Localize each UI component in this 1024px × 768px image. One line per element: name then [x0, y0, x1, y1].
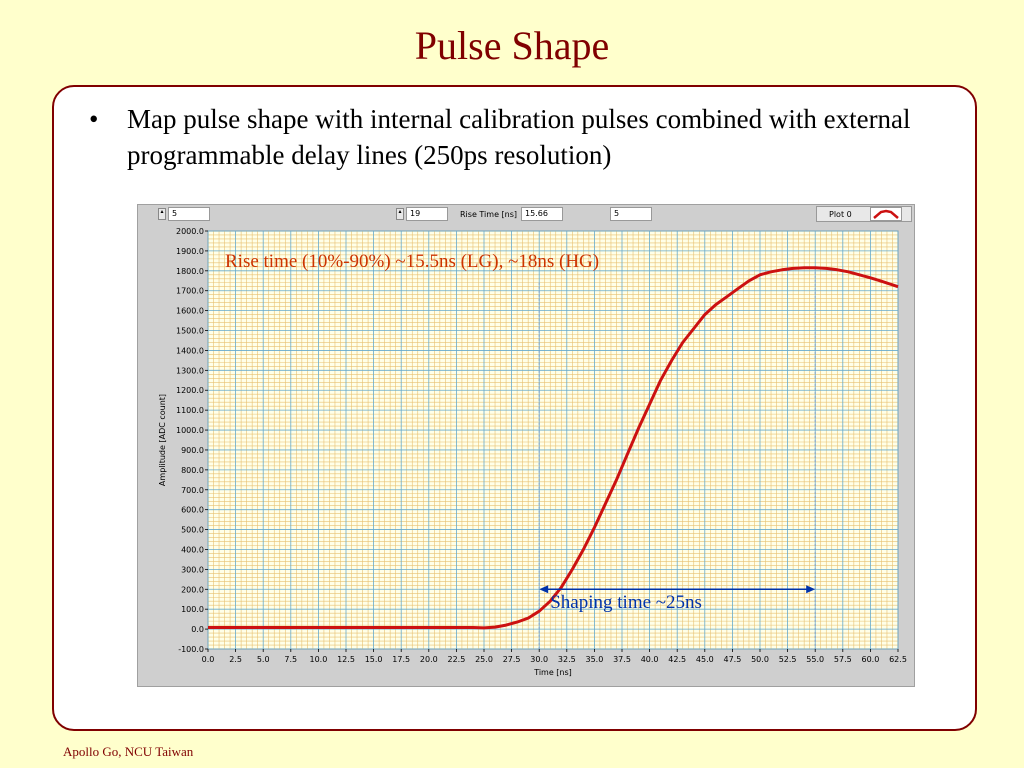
control-field-1[interactable]: ▴ 5: [158, 207, 210, 221]
series-line-pulse: [208, 266, 899, 630]
shaping-time-arrow: [539, 585, 816, 594]
bullet-icon: •: [89, 104, 99, 134]
x-tick-label: 20.0: [420, 655, 438, 664]
bullet-text: Map pulse shape with internal calibratio…: [127, 104, 911, 170]
y-tick-label: 1000.0: [176, 426, 204, 435]
y-tick-label: 1100.0: [176, 406, 204, 415]
x-axis-ticks: 0.0 2.5 5.0 7.5 10.0 12.5 15.0 17.5 20.0 22.5 25.0…: [202, 649, 907, 664]
x-tick-label: 30.0: [530, 655, 548, 664]
footer: Apollo Go, NCU Taiwan: [63, 744, 194, 759]
x-tick-label: 12.5: [337, 655, 355, 664]
y-tick-label: 1800.0: [176, 267, 204, 276]
field-1-value[interactable]: 5: [168, 207, 210, 221]
field-4-value[interactable]: 5: [610, 207, 652, 221]
x-tick-label: 45.0: [696, 655, 714, 664]
grid-minor: [208, 231, 898, 649]
rise-time-annotation: Rise time (10%-90%) ~15.5ns (LG), ~18ns …: [225, 251, 599, 272]
legend-swatch-icon: [869, 207, 902, 221]
y-tick-label: 200.0: [181, 585, 204, 594]
spinner-icon[interactable]: ▴: [396, 208, 404, 220]
x-tick-label: 32.5: [558, 655, 576, 664]
x-tick-label: 60.0: [861, 655, 879, 664]
y-axis-label: Amplitude [ADC count]: [158, 394, 167, 486]
shaping-time-annotation: Shaping time ~25ns: [550, 592, 702, 613]
x-tick-label: 50.0: [751, 655, 769, 664]
y-tick-label: 2000.0: [176, 227, 204, 236]
y-tick-label: 500.0: [181, 526, 204, 535]
x-tick-label: 62.5: [889, 655, 907, 664]
x-tick-label: 37.5: [613, 655, 631, 664]
slide-title: Pulse Shape: [414, 23, 610, 68]
x-tick-label: 7.5: [284, 655, 297, 664]
y-tick-label: 300.0: [181, 565, 204, 574]
arrow-head-right-icon: [806, 585, 816, 594]
y-tick-label: 400.0: [181, 545, 204, 554]
spinner-icon[interactable]: ▴: [158, 208, 166, 220]
x-tick-label: 40.0: [641, 655, 659, 664]
rise-time-label: Rise Time [ns]: [460, 209, 518, 219]
plot-area: [207, 230, 899, 650]
x-tick-label: 52.5: [779, 655, 797, 664]
chart-panel: ▴ 5 ▴ 19 Rise Time [ns] 15.66 5 Plot 0 2…: [137, 204, 915, 687]
field-2-value[interactable]: 19: [406, 207, 448, 221]
y-tick-label: 800.0: [181, 466, 204, 475]
y-tick-label: 900.0: [181, 446, 204, 455]
y-tick-label: 700.0: [181, 486, 204, 495]
y-tick-label: 1900.0: [176, 247, 204, 256]
x-tick-label: 17.5: [392, 655, 410, 664]
arrow-head-left-icon: [539, 585, 549, 594]
x-tick-label: 15.0: [365, 655, 383, 664]
plot-legend-label: Plot 0: [829, 209, 852, 219]
x-tick-label: 0.0: [202, 655, 215, 664]
y-tick-label: 0.0: [191, 625, 204, 634]
x-tick-label: 25.0: [475, 655, 493, 664]
control-field-4[interactable]: 5: [610, 207, 652, 221]
y-tick-label: 1400.0: [176, 346, 204, 355]
x-tick-label: 2.5: [229, 655, 242, 664]
y-tick-label: 1500.0: [176, 327, 204, 336]
x-axis-label: Time [ns]: [533, 668, 572, 677]
plot-legend[interactable]: Plot 0: [816, 206, 912, 222]
x-tick-label: 42.5: [668, 655, 686, 664]
y-tick-label: 600.0: [181, 506, 204, 515]
x-tick-label: 35.0: [585, 655, 603, 664]
grid-major: [207, 230, 899, 650]
y-tick-label: 100.0: [181, 605, 204, 614]
pulse-chart: 2000.0 1900.0 1800.0 1700.0 1600.0 1500.0 1400…: [158, 227, 907, 677]
x-tick-label: 10.0: [309, 655, 327, 664]
y-tick-label: 1600.0: [176, 307, 204, 316]
y-tick-label: 1300.0: [176, 366, 204, 375]
control-field-2[interactable]: ▴ 19: [396, 207, 448, 221]
y-tick-label: 1700.0: [176, 287, 204, 296]
x-tick-label: 47.5: [723, 655, 741, 664]
rise-time-display: Rise Time [ns] 15.66: [460, 207, 564, 221]
rise-time-value: 15.66: [521, 207, 564, 221]
x-tick-label: 57.5: [834, 655, 852, 664]
y-tick-label: 1200.0: [176, 386, 204, 395]
y-axis-ticks: 2000.0 1900.0 1800.0 1700.0 1600.0 1500.0 1400…: [176, 227, 208, 654]
bullet-point: • Map pulse shape with internal calibrat…: [89, 101, 949, 173]
x-tick-label: 27.5: [503, 655, 521, 664]
y-tick-label: -100.0: [178, 645, 204, 654]
x-tick-label: 5.0: [257, 655, 270, 664]
x-tick-label: 55.0: [806, 655, 824, 664]
x-tick-label: 22.5: [447, 655, 465, 664]
